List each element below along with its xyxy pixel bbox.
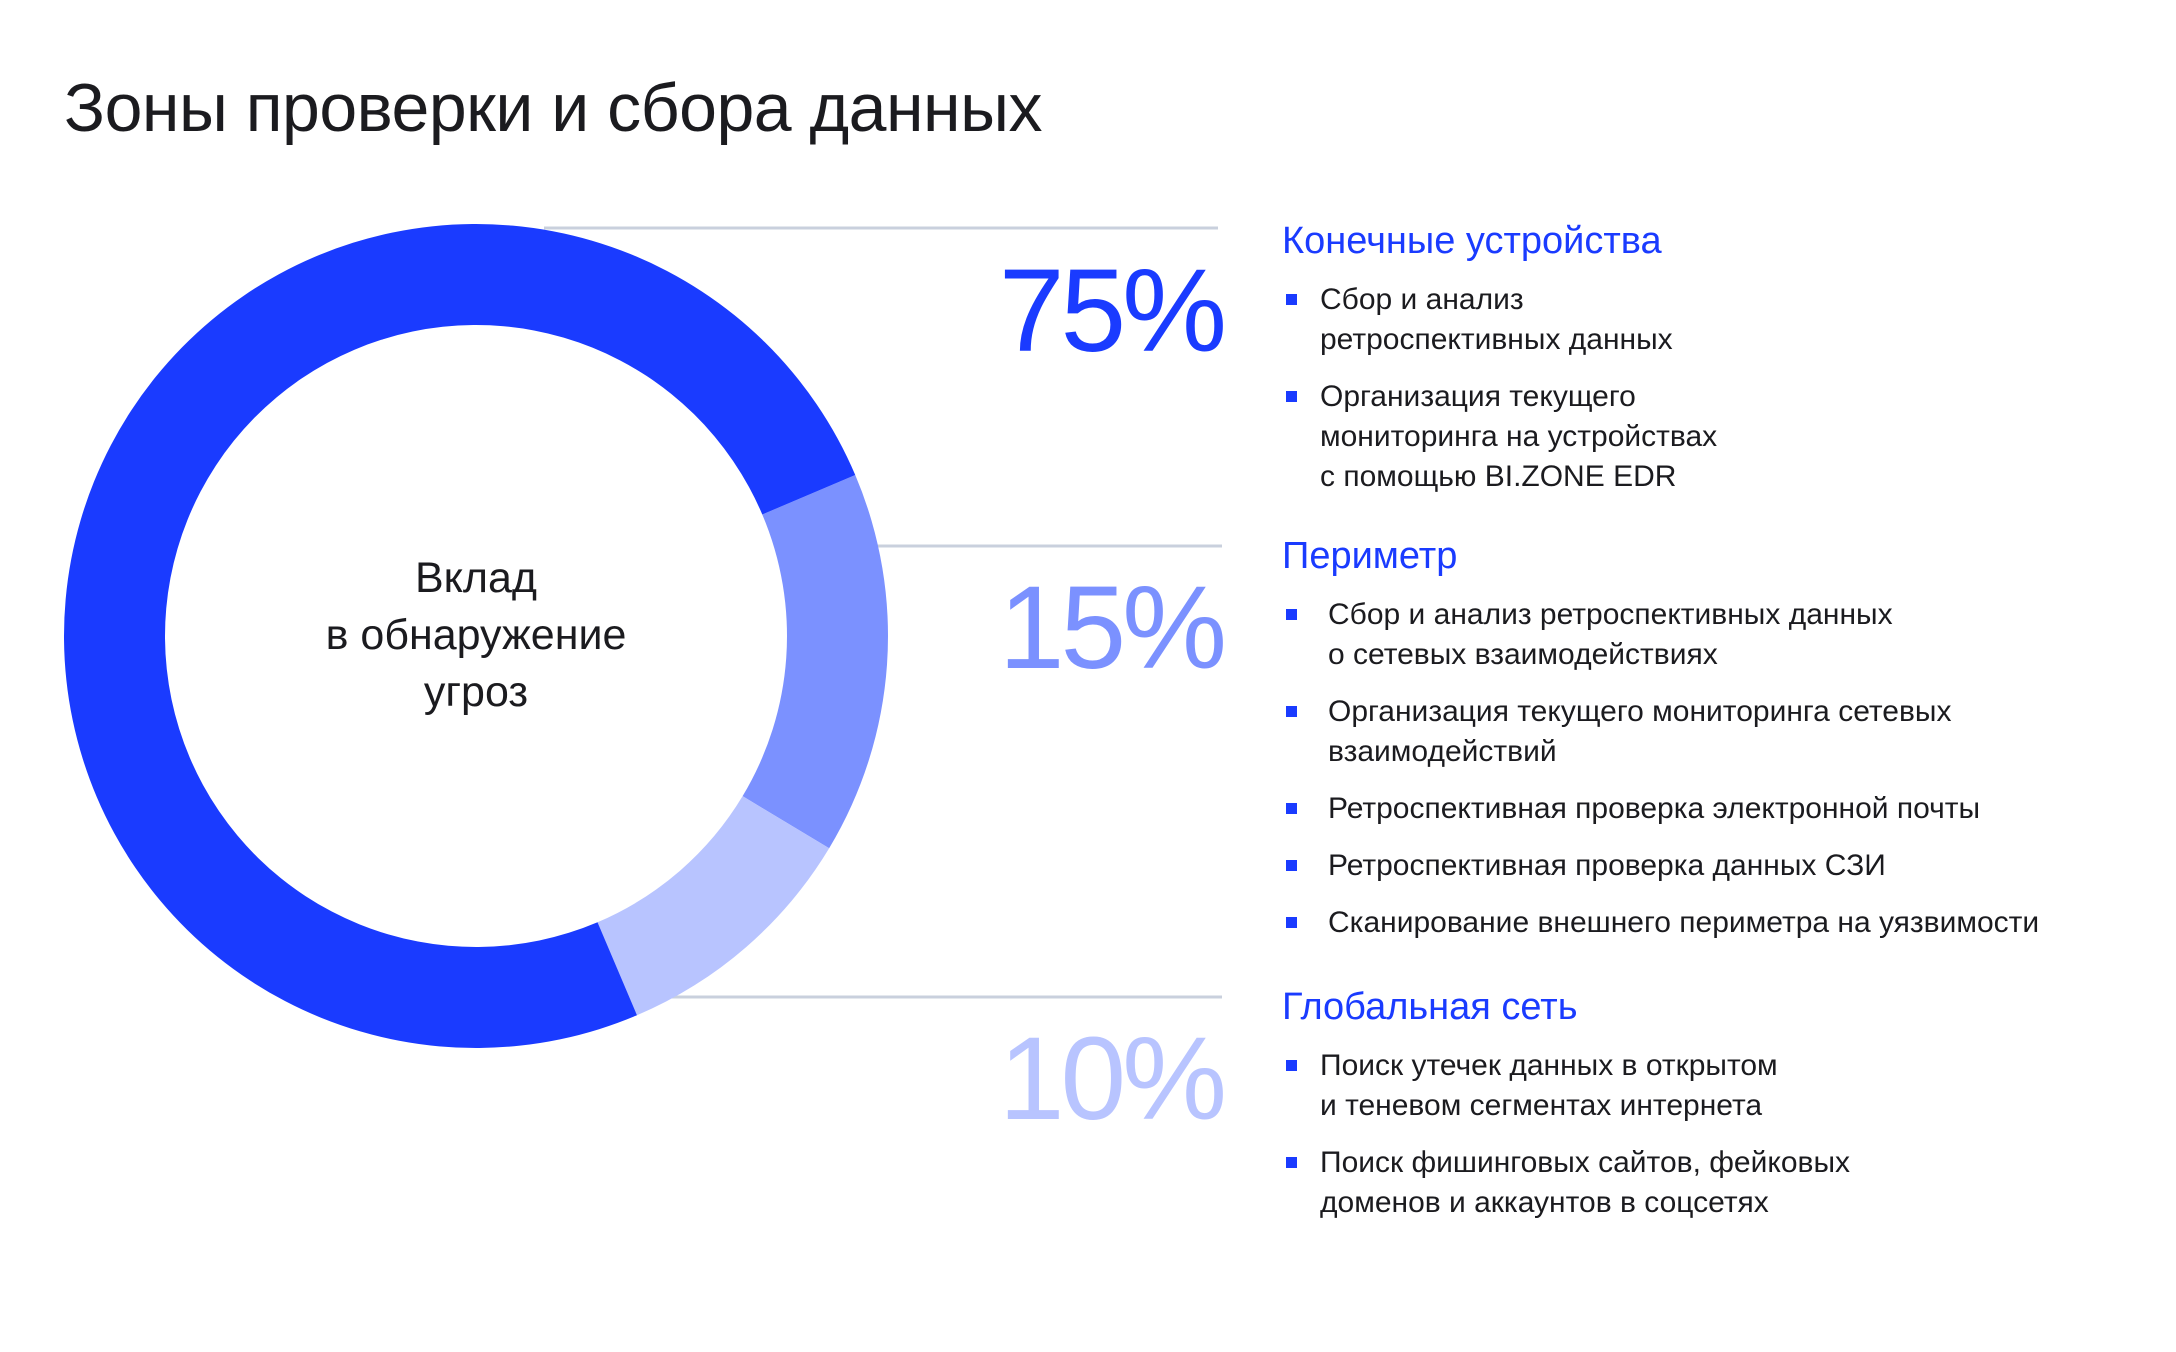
square-bullet-icon	[1286, 917, 1297, 928]
list-item-text: мониторинга на устройствах	[1320, 420, 1718, 453]
slice-perimeter	[742, 475, 888, 849]
square-bullet-icon	[1286, 1060, 1297, 1071]
section-perimeter: Периметр Сбор и анализ ретроспективных да…	[1282, 533, 2039, 943]
list-item-text: Сбор и анализ ретроспективных данных	[1328, 598, 1893, 631]
value-label-perimeter: 15%	[998, 562, 1227, 694]
square-bullet-icon	[1286, 609, 1297, 620]
list-item: Сбор и анализ ретроспективных данных	[1282, 280, 1717, 360]
donut-center-label: Вклад в обнаружение угроз	[276, 550, 676, 721]
list-item-text: Поиск утечек данных в открытом	[1320, 1049, 1778, 1082]
slice-global	[597, 796, 830, 1016]
center-label-line: в обнаружение	[325, 611, 627, 659]
center-label-line: угроз	[423, 668, 529, 716]
square-bullet-icon	[1286, 860, 1297, 871]
list-item-text: Сканирование внешнего периметра на уязви…	[1328, 906, 2040, 939]
list-item: Поиск фишинговых сайтов, фейковых доменов…	[1282, 1143, 1850, 1223]
page-title: Зоны проверки и сбора данных	[64, 70, 1042, 146]
list-item: Поиск утечек данных в открытом и теневом …	[1282, 1046, 1850, 1126]
list-item-text: взаимодействий	[1328, 735, 1557, 768]
list-item-text: Организация текущего мониторинга сетевых	[1328, 695, 1952, 728]
list-item-text: Ретроспективная проверка электронной поч…	[1328, 792, 1981, 825]
square-bullet-icon	[1286, 803, 1297, 814]
list-item-text: о сетевых взаимодействиях	[1328, 638, 1718, 671]
section-heading: Конечные устройства	[1282, 220, 1662, 262]
list-item: Организация текущего мониторинга сетевых…	[1282, 692, 2039, 772]
list-item: Организация текущего мониторинга на устро…	[1282, 377, 1717, 497]
list-item-text: и теневом сегментах интернета	[1320, 1089, 1763, 1122]
square-bullet-icon	[1286, 1157, 1297, 1168]
section-heading: Периметр	[1282, 535, 1458, 577]
square-bullet-icon	[1286, 706, 1297, 717]
list-item-text: доменов и аккаунтов в соцсетях	[1320, 1186, 1769, 1219]
section-endpoints: Конечные устройства Сбор и анализ ретроспе…	[1282, 218, 1717, 497]
list-item-text: ретроспективных данных	[1320, 323, 1673, 356]
section-heading: Глобальная сеть	[1282, 986, 1578, 1028]
list-item: Сканирование внешнего периметра на уязви…	[1282, 903, 2039, 943]
list-item-text: Ретроспективная проверка данных СЗИ	[1328, 849, 1886, 882]
section-global: Глобальная сеть Поиск утечек данных в отк…	[1282, 984, 1850, 1223]
center-label-line: Вклад	[414, 554, 538, 602]
square-bullet-icon	[1286, 391, 1297, 402]
square-bullet-icon	[1286, 294, 1297, 305]
list-item: Ретроспективная проверка данных СЗИ	[1282, 846, 2039, 886]
list-item-text: Поиск фишинговых сайтов, фейковых	[1320, 1146, 1851, 1179]
list-item: Ретроспективная проверка электронной поч…	[1282, 789, 2039, 829]
value-label-endpoints: 75%	[998, 245, 1227, 377]
list-item-text: Сбор и анализ	[1320, 283, 1524, 316]
list-item: Сбор и анализ ретроспективных данных о се…	[1282, 595, 2039, 675]
list-item-text: с помощью BI.ZONE EDR	[1320, 460, 1677, 493]
list-item-text: Организация текущего	[1320, 380, 1636, 413]
value-label-global: 10%	[998, 1013, 1227, 1145]
